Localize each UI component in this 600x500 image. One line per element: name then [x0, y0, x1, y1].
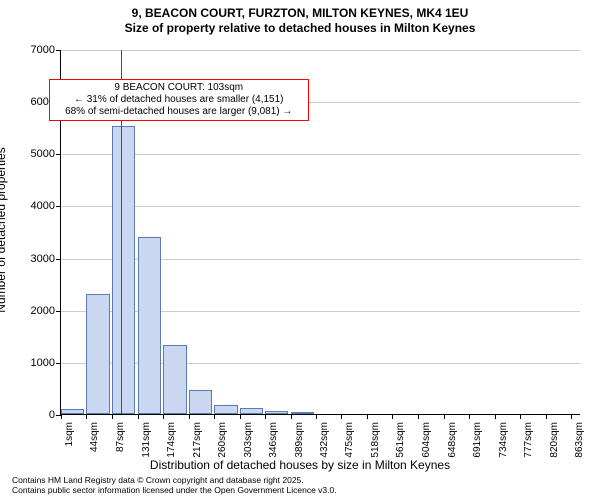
ytick-mark [56, 154, 61, 155]
chart-area: 010002000300040005000600070001sqm44sqm87… [60, 50, 580, 415]
xtick-mark [546, 414, 547, 419]
xtick-mark [495, 414, 496, 419]
x-axis-label: Distribution of detached houses by size … [0, 458, 600, 472]
xtick-mark [291, 414, 292, 419]
xtick-label: 389sqm [294, 422, 305, 458]
xtick-mark [86, 414, 87, 419]
gridline [61, 50, 580, 51]
xtick-mark [265, 414, 266, 419]
chart-titles: 9, BEACON COURT, FURZTON, MILTON KEYNES,… [0, 0, 600, 36]
ytick-label: 7000 [31, 44, 55, 56]
xtick-label: 346sqm [268, 422, 279, 458]
xtick-label: 260sqm [217, 422, 228, 458]
xtick-label: 734sqm [498, 422, 509, 458]
histogram-bar [240, 408, 263, 414]
histogram-bar [189, 390, 212, 414]
xtick-mark [112, 414, 113, 419]
ytick-label: 5000 [31, 148, 55, 160]
xtick-label: 648sqm [447, 422, 458, 458]
annotation-line: ← 31% of detached houses are smaller (4,… [54, 94, 304, 106]
xtick-mark [240, 414, 241, 419]
xtick-label: 518sqm [370, 422, 381, 458]
gridline [61, 206, 580, 207]
xtick-label: 217sqm [192, 422, 203, 458]
ytick-mark [56, 50, 61, 51]
xtick-mark [61, 414, 62, 419]
histogram-bar [214, 405, 237, 414]
xtick-label: 475sqm [344, 422, 355, 458]
xtick-mark [520, 414, 521, 419]
histogram-bar [61, 409, 84, 414]
xtick-label: 1sqm [64, 422, 75, 446]
histogram-bar [265, 411, 288, 414]
xtick-mark [189, 414, 190, 419]
plot-area: 010002000300040005000600070001sqm44sqm87… [60, 50, 580, 415]
xtick-label: 691sqm [472, 422, 483, 458]
title-line-2: Size of property relative to detached ho… [0, 21, 600, 36]
ytick-mark [56, 363, 61, 364]
ytick-mark [56, 259, 61, 260]
xtick-mark [469, 414, 470, 419]
y-axis-label: Number of detached properties [0, 147, 8, 312]
xtick-label: 87sqm [115, 422, 126, 452]
xtick-mark [163, 414, 164, 419]
footer-credits: Contains HM Land Registry data © Crown c… [12, 476, 337, 496]
xtick-label: 131sqm [141, 422, 152, 458]
xtick-label: 561sqm [395, 422, 406, 458]
xtick-label: 174sqm [166, 422, 177, 458]
ytick-label: 2000 [31, 305, 55, 317]
xtick-label: 604sqm [421, 422, 432, 458]
histogram-bar [112, 126, 135, 414]
xtick-label: 44sqm [89, 422, 100, 452]
xtick-mark [138, 414, 139, 419]
ytick-label: 4000 [31, 200, 55, 212]
gridline [61, 154, 580, 155]
xtick-mark [571, 414, 572, 419]
xtick-mark [316, 414, 317, 419]
annotation-box: 9 BEACON COURT: 103sqm← 31% of detached … [49, 79, 309, 121]
xtick-mark [444, 414, 445, 419]
histogram-bar [291, 412, 314, 414]
ytick-mark [56, 311, 61, 312]
xtick-mark [367, 414, 368, 419]
xtick-mark [214, 414, 215, 419]
histogram-bar [86, 294, 109, 414]
xtick-label: 863sqm [574, 422, 585, 458]
xtick-label: 303sqm [243, 422, 254, 458]
ytick-mark [56, 206, 61, 207]
xtick-mark [418, 414, 419, 419]
ytick-label: 1000 [31, 357, 55, 369]
xtick-label: 777sqm [523, 422, 534, 458]
title-line-1: 9, BEACON COURT, FURZTON, MILTON KEYNES,… [0, 6, 600, 21]
histogram-bar [163, 345, 186, 414]
xtick-mark [392, 414, 393, 419]
ytick-label: 0 [49, 409, 55, 421]
histogram-bar [138, 237, 161, 414]
annotation-line: 68% of semi-detached houses are larger (… [54, 106, 304, 118]
annotation-line: 9 BEACON COURT: 103sqm [54, 82, 304, 94]
xtick-label: 432sqm [319, 422, 330, 458]
xtick-mark [341, 414, 342, 419]
xtick-label: 820sqm [549, 422, 560, 458]
ytick-label: 3000 [31, 253, 55, 265]
footer-line-2: Contains public sector information licen… [12, 486, 337, 496]
